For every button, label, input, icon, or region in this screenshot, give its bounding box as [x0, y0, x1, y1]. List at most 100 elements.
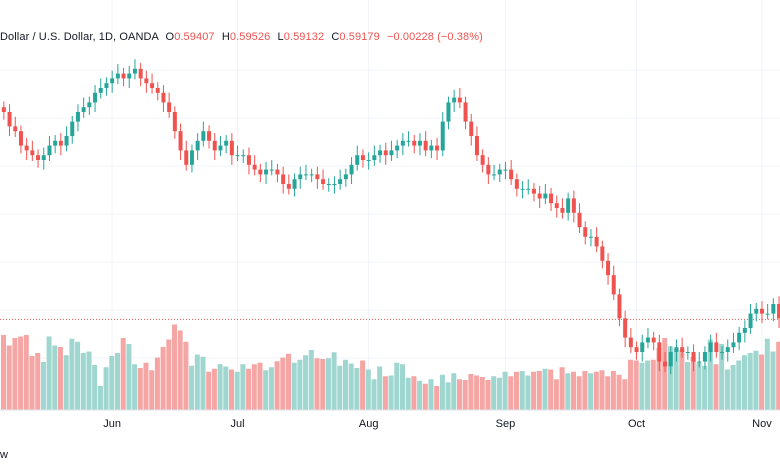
candle-body [474, 136, 479, 156]
volume-bar [645, 360, 651, 410]
candle-body [457, 97, 462, 103]
volume-bar [491, 376, 497, 410]
candle-body [349, 164, 354, 175]
candle-body [7, 112, 12, 127]
candle-body [207, 131, 212, 141]
volume-bar [690, 356, 696, 410]
candle-body [469, 121, 474, 136]
candle-body [771, 304, 776, 314]
candle-body [748, 313, 753, 328]
candle-body [298, 174, 303, 180]
candle-body [218, 145, 223, 151]
candle-body [41, 155, 46, 160]
volume-bar [536, 371, 542, 410]
candle-body [184, 150, 189, 165]
low-key: L [277, 31, 284, 43]
candle-body [70, 121, 75, 136]
volume-bar [696, 362, 702, 410]
candle-body [640, 342, 645, 352]
candle-body [110, 78, 115, 84]
volume-bar [622, 379, 628, 410]
volume-bar [52, 345, 58, 410]
volume-bar [115, 353, 120, 410]
volume-bar [23, 335, 29, 410]
volume-bar [246, 368, 252, 410]
candle-body [269, 169, 274, 171]
volume-bar [496, 377, 502, 410]
candle-body [58, 140, 63, 146]
volume-bar [605, 376, 611, 410]
candle-body [138, 68, 143, 79]
candle-body [303, 174, 308, 176]
volume-bar [274, 361, 280, 410]
candle-body [765, 313, 770, 315]
candle-body [412, 140, 417, 146]
candle-body [121, 73, 126, 79]
candle-body [275, 169, 280, 175]
volume-bar [251, 364, 257, 410]
candle-body [435, 145, 440, 151]
volume-bar [160, 347, 166, 410]
volume-bar [308, 350, 314, 410]
volume-bar [177, 330, 183, 410]
candle-body [583, 227, 588, 237]
candle-body [400, 140, 405, 146]
volume-bar [291, 362, 297, 410]
close-value: 0.59179 [339, 31, 380, 43]
volume-bar [86, 351, 92, 410]
candle-body [520, 188, 525, 190]
volume-bar [548, 369, 554, 410]
footer-text: w [0, 449, 8, 461]
volume-bar [200, 356, 206, 410]
candle-body [132, 68, 137, 74]
volume-bar [673, 348, 679, 410]
volume-bar [417, 380, 423, 410]
volume-bar [382, 376, 388, 410]
candle-body [241, 155, 246, 157]
candle-body [543, 193, 548, 199]
candle-body [167, 102, 172, 112]
candle-body [115, 73, 120, 79]
candle-body [685, 352, 690, 353]
volume-bar [29, 356, 35, 410]
candle-body [326, 184, 331, 185]
volume-bar [713, 364, 719, 410]
volume-bar [394, 362, 400, 410]
close-key: C [331, 31, 340, 43]
candle-body [680, 347, 685, 352]
volume-bar [519, 371, 525, 410]
time-axis-label: Aug [359, 418, 379, 430]
candle-body [537, 193, 542, 199]
volume-bar [132, 364, 138, 410]
low-value: 0.59132 [283, 31, 325, 43]
volume-bar [628, 359, 633, 410]
candle-body [611, 275, 616, 295]
volume-bar [724, 369, 730, 410]
candle-body [309, 174, 314, 176]
candle-body [64, 136, 69, 146]
volume-bar [172, 324, 177, 410]
volume-bar [126, 344, 132, 410]
volume-bar [63, 355, 69, 410]
candle-body [702, 352, 707, 362]
volume-bar [462, 380, 468, 410]
volume-bar [474, 375, 480, 410]
volume-bar [211, 368, 217, 410]
volume-bar [656, 347, 662, 410]
candle-body [98, 88, 103, 93]
candle-body [81, 107, 86, 112]
volume-bar [286, 353, 291, 410]
volume-bar [97, 386, 103, 410]
symbol-label: Dollar / U.S. Dollar, 1D, OANDA [0, 31, 159, 43]
candle-body [759, 308, 764, 314]
candle-body [423, 140, 428, 151]
volume-bar [730, 365, 736, 410]
volume-bar [685, 362, 690, 410]
candle-body [75, 112, 80, 122]
volume-bar [234, 371, 240, 410]
candle-body [286, 184, 291, 189]
candle-body [549, 193, 554, 204]
volume-bar [770, 351, 776, 410]
volume-bar [377, 366, 383, 410]
